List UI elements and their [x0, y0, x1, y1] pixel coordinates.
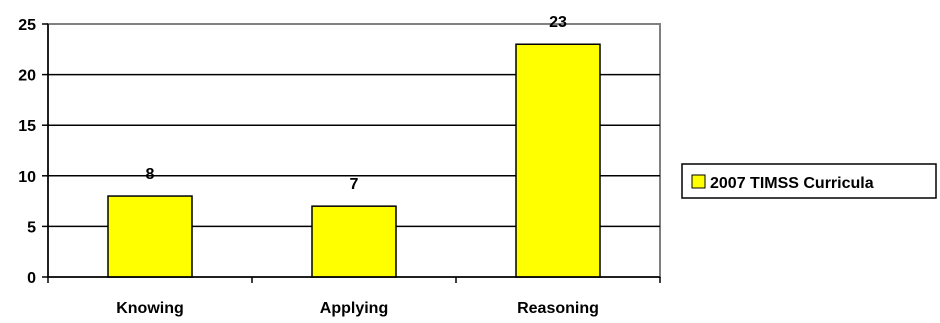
y-tick-label: 15	[18, 118, 36, 135]
x-tick-label: Applying	[320, 300, 388, 317]
y-tick-label: 10	[18, 169, 36, 186]
axes	[42, 23, 661, 283]
legend-swatch	[691, 174, 706, 189]
y-tick-label: 20	[18, 68, 36, 85]
data-label: 7	[350, 176, 359, 193]
y-tick-label: 5	[27, 219, 36, 236]
x-tick-label: Reasoning	[517, 300, 599, 317]
y-tick-label: 25	[18, 17, 36, 34]
bar-knowing	[107, 195, 193, 278]
bar-reasoning	[515, 43, 601, 278]
x-tick-labels: Knowing Applying Reasoning	[116, 300, 599, 317]
y-tick-labels: 0 5 10 15 20 25	[18, 17, 36, 287]
legend-box	[681, 163, 937, 199]
data-label: 23	[549, 14, 567, 31]
data-label: 8	[146, 166, 155, 183]
legend: 2007 TIMSS Curricula	[681, 163, 937, 199]
x-tick-label: Knowing	[116, 300, 184, 317]
bar-applying	[311, 205, 397, 278]
data-labels: 8 7 23	[146, 14, 567, 193]
legend-label: 2007 TIMSS Curricula	[710, 175, 874, 192]
y-tick-label: 0	[27, 270, 36, 287]
